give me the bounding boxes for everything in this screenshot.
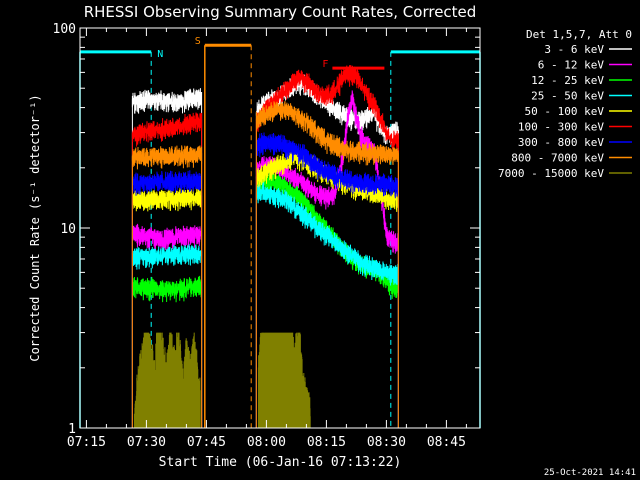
y-tick-label: 1	[68, 422, 76, 437]
series-trace	[255, 132, 399, 199]
y-axis-ticks: 1 10 100	[53, 22, 480, 437]
series-trace	[131, 187, 203, 212]
legend: Det 1,5,7, Att 0 3 - 6 keV 6 - 12 keV 12 -…	[498, 28, 632, 180]
x-tick-label: 07:45	[187, 435, 226, 450]
legend-entry-label: 3 - 6 keV	[544, 43, 604, 56]
legend-header: Det 1,5,7, Att 0	[526, 28, 632, 41]
series-800-7000-kev	[131, 100, 399, 428]
series-trace	[131, 112, 203, 147]
y-tick-label: 10	[60, 222, 76, 237]
x-tick-label: 08:45	[427, 435, 466, 450]
legend-entry-label: 7000 - 15000 keV	[498, 167, 604, 180]
x-axis-ticks: 07:15 07:30 07:45 08:00 08:15 08:30 08:45	[67, 28, 467, 450]
legend-entry-label: 100 - 300 keV	[518, 121, 604, 134]
series-trace	[131, 88, 203, 114]
legend-items: 3 - 6 keV 6 - 12 keV 12 - 25 keV 25 - 50 ke…	[498, 43, 632, 180]
x-axis-label: Start Time (06-Jan-16 07:13:22)	[159, 455, 402, 470]
legend-entry-label: 6 - 12 keV	[538, 59, 605, 72]
x-tick-label: 08:30	[367, 435, 406, 450]
y-tick-label: 100	[53, 22, 76, 37]
chart-title: RHESSI Observing Summary Count Rates, Co…	[84, 3, 477, 21]
series-trace	[255, 181, 399, 286]
series-trace	[131, 223, 203, 251]
annotation-label-saa: S	[195, 36, 201, 47]
annotation-label-night: N	[157, 49, 163, 60]
series-trace	[131, 244, 203, 270]
plot-area: NSF 07:15 07:30 07:45 08:00 08:15 08:30 08:45 …	[53, 22, 481, 450]
series-trace	[131, 145, 203, 170]
generation-timestamp: 25-Oct-2021 14:41	[544, 468, 636, 478]
series-trace	[131, 275, 203, 303]
series-7000-15000-kev	[133, 332, 311, 428]
x-tick-label: 08:15	[307, 435, 346, 450]
series-trace	[257, 332, 311, 428]
x-tick-label: 07:30	[127, 435, 166, 450]
annotation-label-flare: F	[322, 59, 328, 70]
legend-entry-label: 12 - 25 keV	[531, 74, 604, 87]
series-trace	[255, 100, 399, 166]
legend-entry-label: 50 - 100 keV	[525, 105, 605, 118]
x-tick-label: 08:00	[247, 435, 286, 450]
legend-entry-label: 300 - 800 keV	[518, 136, 604, 149]
y-axis-label: Corrected Count Rate (s⁻¹ detector⁻¹)	[28, 94, 42, 361]
series-trace	[131, 170, 203, 196]
series-trace	[133, 332, 201, 428]
series-layer	[131, 64, 399, 428]
series-trace	[255, 64, 399, 150]
legend-entry-label: 25 - 50 keV	[531, 90, 604, 103]
x-tick-label: 07:15	[67, 435, 106, 450]
legend-entry-label: 800 - 7000 keV	[511, 152, 604, 165]
